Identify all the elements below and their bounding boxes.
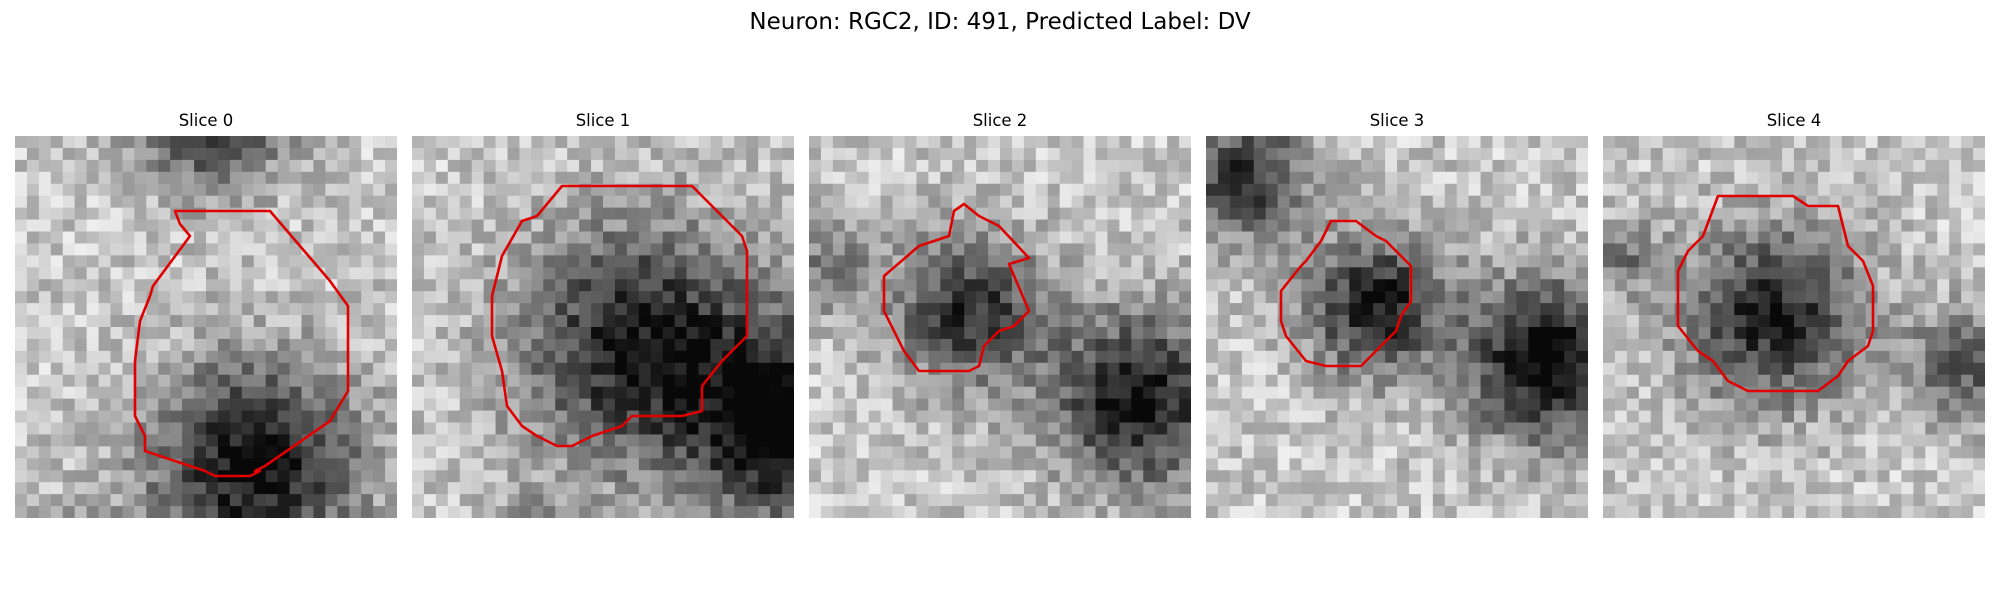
figure-title: Neuron: RGC2, ID: 491, Predicted Label: … <box>749 9 1251 35</box>
slice-panel-4: Slice 4 <box>1603 110 1985 518</box>
slice-panel-2: Slice 2 <box>809 110 1191 518</box>
slice-title-3: Slice 3 <box>1369 111 1425 130</box>
slice-image-3 <box>1206 136 1588 518</box>
slice-title-4: Slice 4 <box>1766 111 1822 130</box>
slice-image-1 <box>412 136 794 518</box>
slice-image-4 <box>1603 136 1985 518</box>
slice-pixels-2 <box>809 136 1191 518</box>
slice-title-2: Slice 2 <box>972 111 1028 130</box>
slice-image-2 <box>809 136 1191 518</box>
neuron-contour-2 <box>882 202 1031 373</box>
slice-panel-3: Slice 3 <box>1206 110 1588 518</box>
slice-title-1: Slice 1 <box>575 111 631 130</box>
slice-image-0 <box>15 136 397 518</box>
neuron-contour-0 <box>133 209 350 478</box>
slice-pixels-3 <box>1206 136 1588 518</box>
slice-panel-0: Slice 0 <box>15 110 397 518</box>
neuron-contour-3 <box>1279 219 1413 368</box>
slice-pixels-1 <box>412 136 794 518</box>
slice-title-0: Slice 0 <box>178 111 234 130</box>
neuron-contour-1 <box>490 184 749 448</box>
slice-pixels-0 <box>15 136 397 518</box>
slice-pixels-4 <box>1603 136 1985 518</box>
slice-panel-1: Slice 1 <box>412 110 794 518</box>
neuron-contour-4 <box>1676 194 1875 393</box>
